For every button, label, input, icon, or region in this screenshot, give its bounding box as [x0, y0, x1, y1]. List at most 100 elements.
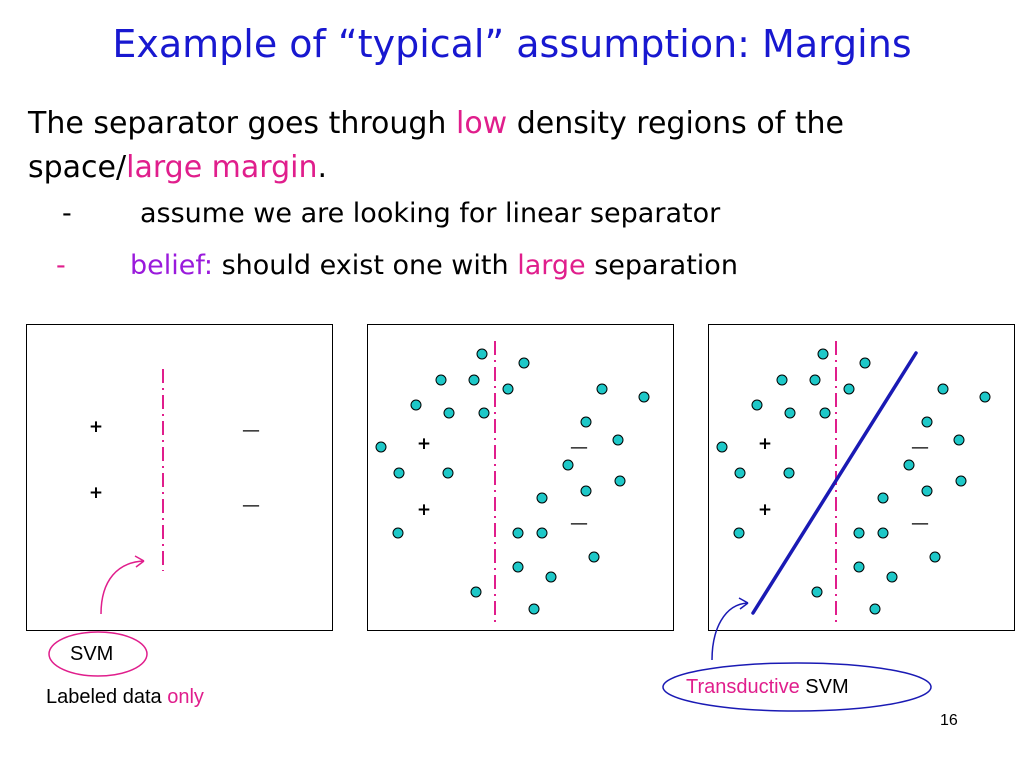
unlabeled-point: [853, 527, 865, 539]
highlight-only: only: [167, 686, 204, 708]
unlabeled-point: [953, 434, 965, 446]
unlabeled-point: [393, 467, 405, 479]
belief-label: belief:: [130, 250, 214, 281]
unlabeled-point: [979, 391, 991, 403]
plus-label: +: [417, 434, 431, 454]
unlabeled-point: [734, 467, 746, 479]
unlabeled-point: [476, 348, 488, 360]
body-line-1-after: density regions of the: [507, 106, 845, 141]
minus-label: —: [570, 437, 588, 458]
highlight-large: large: [517, 250, 586, 281]
unlabeled-point: [562, 459, 574, 471]
bullet-2-before: should exist one with: [213, 250, 518, 281]
minus-label: —: [911, 437, 929, 458]
unlabeled-point: [921, 416, 933, 428]
plus-label: +: [758, 500, 772, 520]
unlabeled-point: [536, 492, 548, 504]
unlabeled-point: [921, 485, 933, 497]
panel-svm: + + — —: [26, 324, 333, 631]
labeled-data-caption-text: Labeled data: [46, 686, 168, 708]
body-line-1: The separator goes through low density r…: [28, 106, 844, 141]
bullet-2-dash: -: [56, 250, 66, 281]
plus-label: +: [89, 417, 103, 437]
unlabeled-point: [478, 407, 490, 419]
unlabeled-point: [470, 586, 482, 598]
highlight-large-margin: large margin: [126, 150, 318, 185]
unlabeled-point: [435, 374, 447, 386]
plus-label: +: [89, 483, 103, 503]
svm-label: SVM: [70, 643, 114, 665]
plus-label: +: [417, 500, 431, 520]
unlabeled-point: [809, 374, 821, 386]
unlabeled-point: [580, 416, 592, 428]
unlabeled-point: [784, 407, 796, 419]
unlabeled-point: [580, 485, 592, 497]
unlabeled-point: [929, 551, 941, 563]
unlabeled-point: [751, 399, 763, 411]
unlabeled-point: [512, 561, 524, 573]
unlabeled-point: [638, 391, 650, 403]
unlabeled-point: [442, 467, 454, 479]
panel-svm-canvas: + + — —: [89, 369, 260, 571]
minus-label: —: [242, 420, 260, 441]
unlabeled-point: [886, 571, 898, 583]
unlabeled-point: [819, 407, 831, 419]
panel-transductive: + + — —: [708, 324, 1015, 631]
slide-title: Example of “typical” assumption: Margins: [112, 22, 912, 66]
unlabeled-point: [502, 383, 514, 395]
unlabeled-point: [512, 527, 524, 539]
transductive-svm-label: Transductive SVM: [686, 676, 849, 699]
unlabeled-point: [410, 399, 422, 411]
body-line-2-after: .: [317, 150, 328, 185]
unlabeled-point: [869, 603, 881, 615]
unlabeled-point: [716, 441, 728, 453]
page-number: 16: [940, 712, 958, 729]
minus-label: —: [911, 513, 929, 534]
body-line-1-before: The separator goes through: [28, 106, 456, 141]
unlabeled-point: [468, 374, 480, 386]
unlabeled-point: [817, 348, 829, 360]
unlabeled-point: [859, 357, 871, 369]
bullet-2-after: separation: [585, 250, 738, 281]
unlabeled-point: [375, 441, 387, 453]
unlabeled-point: [877, 492, 889, 504]
bullet-1-text: assume we are looking for linear separat…: [140, 198, 721, 229]
panel-unlabeled-canvas: + + — —: [375, 341, 650, 623]
unlabeled-point: [783, 467, 795, 479]
unlabeled-point: [733, 527, 745, 539]
unlabeled-point: [776, 374, 788, 386]
unlabeled-point: [528, 603, 540, 615]
unlabeled-point: [877, 527, 889, 539]
unlabeled-point: [955, 475, 967, 487]
unlabeled-point: [811, 586, 823, 598]
highlight-low: low: [455, 106, 508, 141]
bullet-1: - assume we are looking for linear separa…: [62, 198, 720, 229]
bullet-2: - belief: should exist one with large sep…: [56, 250, 738, 281]
highlight-transductive: Transductive: [686, 676, 800, 698]
unlabeled-point: [614, 475, 626, 487]
unlabeled-points: [716, 348, 991, 615]
minus-label: —: [242, 495, 260, 516]
unlabeled-points: [375, 348, 650, 615]
unlabeled-point: [443, 407, 455, 419]
unlabeled-point: [937, 383, 949, 395]
unlabeled-point: [903, 459, 915, 471]
unlabeled-point: [612, 434, 624, 446]
unlabeled-point: [588, 551, 600, 563]
labeled-data-caption: Labeled data only: [46, 686, 204, 709]
unlabeled-point: [545, 571, 557, 583]
body-line-2-before: space/: [28, 150, 127, 185]
panel-unlabeled: + + — —: [367, 324, 674, 631]
body-line-2: space/large margin.: [28, 150, 327, 185]
transductive-separator-line: [751, 351, 918, 615]
plus-label: +: [758, 434, 772, 454]
unlabeled-point: [843, 383, 855, 395]
minus-label: —: [570, 513, 588, 534]
panel-transductive-canvas: + + — —: [716, 341, 991, 623]
bullet-1-dash: -: [62, 198, 72, 229]
unlabeled-point: [853, 561, 865, 573]
unlabeled-point: [392, 527, 404, 539]
unlabeled-point: [596, 383, 608, 395]
transductive-svm-text: SVM: [799, 676, 849, 698]
